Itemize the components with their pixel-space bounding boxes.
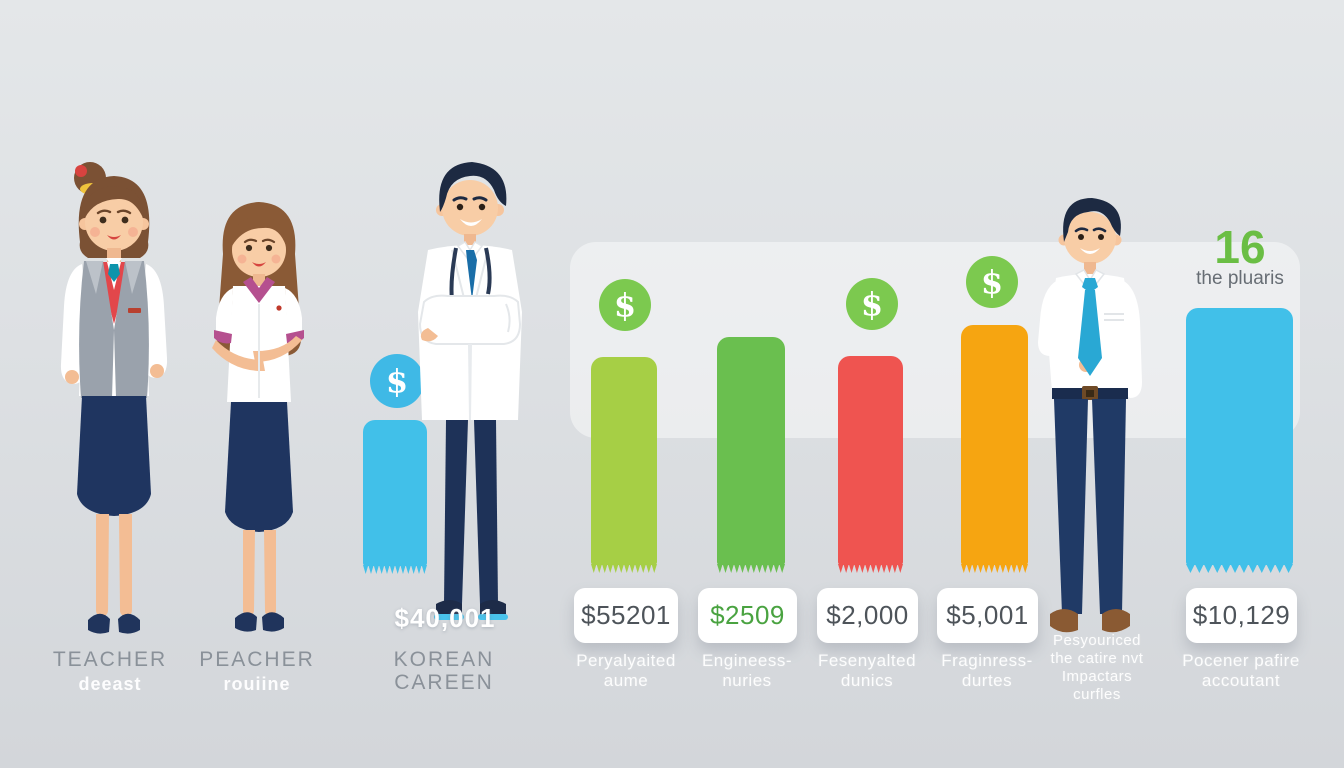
woman2-forearm-right (253, 336, 302, 362)
price-card-3: $2,000 (817, 588, 918, 643)
price-value: $55201 (581, 600, 671, 630)
bar-caption-4: Fraginress- durtes (941, 651, 1033, 691)
bar-caption-5: Pocener pafire accoutant (1182, 651, 1300, 691)
woman2-collar (243, 277, 275, 303)
businessman-shoes (1050, 609, 1078, 633)
dollar-icon-3: $ (846, 278, 898, 330)
woman2-cuff-left (214, 330, 232, 344)
dollar-icon-4: $ (966, 256, 1018, 308)
bar-caption-3: Fesenyalted dunics (817, 651, 917, 691)
bar-caption-1: Peryalyaited aume (576, 651, 676, 691)
woman2-face (232, 223, 286, 277)
price-value: $10,129 (1192, 600, 1291, 630)
woman2-skirt (225, 402, 293, 532)
businessman-right-arm (1118, 280, 1142, 398)
dollar-glyph: $ (860, 285, 884, 323)
price-value: $2509 (710, 600, 785, 630)
doctor-tie (466, 250, 477, 300)
salary-bar-4 (961, 325, 1028, 565)
second-teacher-sublabel: rouiine (223, 674, 291, 694)
dollar-glyph: $ (385, 362, 409, 400)
salary-bar-5 (1186, 308, 1293, 565)
woman2-fringe (231, 216, 287, 246)
doctor-salary-text: $40,001 (394, 603, 496, 633)
badge-label: the pluaris (1196, 268, 1284, 289)
teacher-face (85, 193, 143, 251)
businessman-tie (1078, 290, 1102, 376)
salary-bar-3 (838, 356, 903, 565)
doctor-illustration (418, 162, 522, 620)
dollar-glyph: $ (613, 286, 637, 324)
badge-number: 16 (1214, 221, 1266, 273)
salary-bar-doctor (363, 420, 427, 566)
woman2-forearm-left (212, 340, 265, 372)
teacher-sublabel: deeast (78, 674, 142, 694)
dollar-glyph: $ (980, 263, 1004, 301)
businessman-illustration (1038, 198, 1142, 633)
businessman-tie-knot (1082, 278, 1098, 293)
chart-backdrop-panel (570, 242, 1300, 438)
price-card-1: $55201 (574, 588, 678, 643)
teacher-illustration (60, 162, 168, 634)
businessman-caption: Pesyouriced the catire nvt Impactars cur… (1050, 632, 1144, 703)
businessman-face (1064, 212, 1116, 264)
price-value: $5,001 (946, 600, 1029, 630)
dollar-icon-doctor: $ (370, 354, 424, 408)
second-teacher-illustration (212, 202, 304, 632)
teacher-red-cardigan (98, 262, 130, 324)
businessman-hair (1063, 198, 1121, 242)
salary-bar-1 (591, 357, 657, 565)
price-value: $2,000 (826, 600, 909, 630)
doctor-hair (439, 162, 507, 212)
doctor-pants (444, 420, 468, 604)
doctor-shoes (436, 600, 462, 619)
businessman-left-arm (1038, 280, 1062, 356)
teacher-label: TEACHER (52, 648, 168, 671)
woman2-shoes (235, 612, 257, 632)
teacher-skirt (77, 396, 151, 516)
price-card-5: $10,129 (1186, 588, 1297, 643)
price-card-2: $2509 (698, 588, 797, 643)
dollar-icon-1: $ (599, 279, 651, 331)
teacher-tie (108, 264, 120, 282)
teacher-shoes (88, 613, 110, 634)
teacher-fringe (84, 186, 144, 218)
price-card-4: $5,001 (937, 588, 1038, 643)
second-teacher-label: PEACHER (199, 648, 315, 671)
doctor-face (442, 180, 498, 236)
teacher-vest-right (114, 261, 149, 398)
teacher-vest-left (79, 261, 114, 398)
businessman-pants (1054, 399, 1088, 614)
bar-caption-2: Engineess- nuries (701, 651, 793, 691)
doctor-label: KOREAN CAREEN (393, 648, 495, 695)
salary-bar-2 (717, 337, 785, 565)
